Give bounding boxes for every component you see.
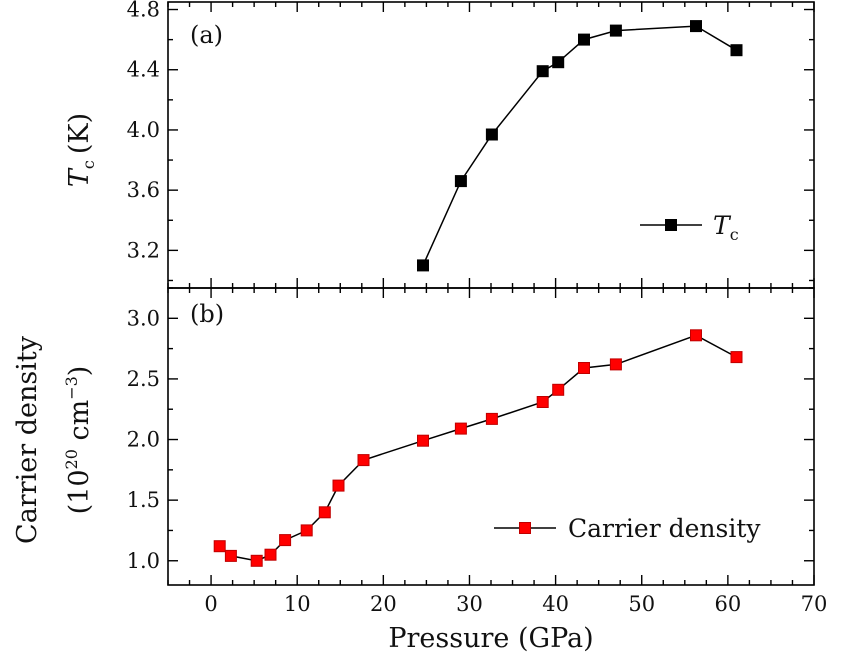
panel-b-data-point: [730, 351, 743, 364]
panel-b-data-point: [578, 362, 590, 374]
panel-b-data-point: [485, 412, 498, 425]
panel-b-ylabel-line2: (1020 cm−3): [62, 366, 95, 515]
panel-b-data-point: [609, 358, 622, 371]
panel-b-data-point: [300, 524, 313, 537]
panel-a-yticks: 3.2 3.6 4.0 4.4 4.8: [127, 0, 814, 282]
panel-a: (a) 3.2 3.6 4.0 4.4 4.8 Tc(K) Tc: [64, 0, 815, 289]
panel-b-data-point: [250, 554, 263, 567]
panel-b-yticks: 1.0 1.5 2.0 2.5 3.0: [127, 287, 814, 573]
panel-a-series-line: [422, 25, 737, 266]
legend-a-label: Tc: [713, 211, 739, 244]
panel-b-xtick-label: 50: [628, 592, 655, 616]
panel-b-xlabel: Pressure (GPa): [388, 623, 593, 654]
legend-b-label: Carrier density: [568, 514, 761, 543]
panel-b-data-point: [690, 329, 702, 342]
panel-a-ytick-label: 3.2: [127, 238, 160, 262]
panel-b-xtick-label: 60: [714, 592, 741, 616]
panel-b-ytick-label: 2.5: [127, 367, 160, 391]
panel-a-data-point: [730, 44, 743, 57]
panel-a-data-point: [690, 20, 702, 33]
panel-b-legend: Carrier density: [494, 514, 761, 543]
panel-b-data-point: [357, 454, 370, 467]
panel-b-xtick-label: 20: [370, 592, 397, 616]
panel-b-ytick-label: 1.5: [127, 488, 160, 512]
panel-a-label: (a): [190, 21, 223, 49]
panel-b-xtick-label: 30: [456, 592, 483, 616]
panel-b-data-point: [454, 422, 467, 435]
panel-a-xticks: [167, 2, 815, 288]
panel-b-xtick-label: 0: [204, 592, 217, 616]
panel-b-data-point: [264, 548, 277, 561]
panel-b-data-point: [279, 534, 292, 547]
panel-a-ytick-label: 4.4: [127, 58, 160, 82]
panel-a-data-point: [552, 56, 565, 69]
panel-b-xtick-label: 70: [801, 592, 828, 616]
panel-b-label: (b): [190, 300, 224, 328]
panel-b-data-point: [213, 540, 226, 553]
panel-a-series: [417, 20, 743, 272]
panel-a-ylabel: Tc(K): [64, 113, 98, 187]
panel-b-xticks: 0 10 20 30 40 50 60 70: [167, 288, 828, 616]
panel-b-xtick-label: 10: [284, 592, 311, 616]
panel-a-data-point: [417, 259, 429, 272]
panel-a-ytick-label: 3.6: [127, 178, 160, 202]
panel-a-data-point: [454, 175, 467, 188]
panel-a-legend: Tc: [640, 211, 739, 244]
panel-a-data-point: [609, 24, 622, 37]
legend-a-marker: [665, 219, 677, 231]
panel-a-data-point: [485, 128, 498, 141]
legend-b-marker: [519, 522, 531, 534]
panel-b-xtick-label: 40: [542, 592, 569, 616]
panel-b-data-point: [417, 434, 429, 447]
panel-b-data-point: [318, 506, 331, 519]
panel-a-ytick-label: 4.8: [127, 0, 160, 22]
panel-b-ylabel-line1: Carrier density: [12, 335, 43, 544]
panel-b-series: [213, 329, 743, 567]
panel-a-data-point: [578, 33, 590, 46]
panel-b: (b) 1.0 1.5 2.0 2.5 3.0 0 10 20 30 40 50 60 70 Carr…: [12, 287, 828, 654]
panel-b-ytick-label: 1.0: [127, 549, 160, 573]
panel-a-ytick-label: 4.0: [127, 118, 160, 142]
panel-b-data-point: [332, 479, 345, 492]
panel-b-data-point: [536, 396, 549, 408]
panel-b-ytick-label: 3.0: [127, 306, 160, 330]
panel-a-frame: [167, 1, 815, 289]
panel-a-data-point: [536, 65, 549, 78]
panel-b-data-point: [552, 383, 565, 396]
panel-b-ytick-label: 2.0: [127, 428, 160, 452]
panel-b-data-point: [224, 549, 237, 562]
